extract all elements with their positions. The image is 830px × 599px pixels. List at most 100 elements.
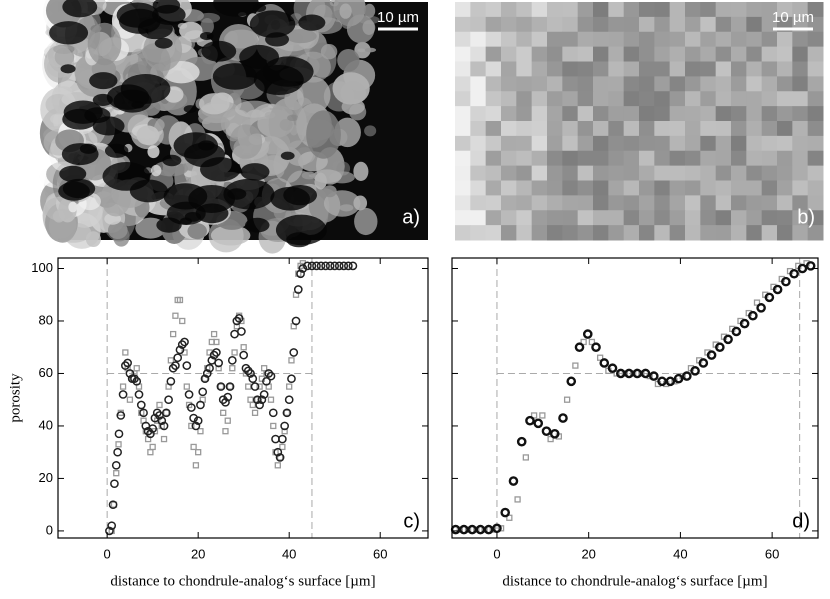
pixel xyxy=(715,76,732,92)
pixel xyxy=(715,210,732,226)
data-point xyxy=(159,421,169,431)
data-point xyxy=(657,376,667,387)
image-panel: 10 µm a) xyxy=(39,0,428,254)
pixel xyxy=(777,2,793,18)
data-point xyxy=(789,268,799,279)
pixel xyxy=(593,76,609,92)
data-point xyxy=(175,345,185,355)
pixel xyxy=(685,31,701,48)
pixel xyxy=(777,150,793,167)
data-point xyxy=(252,395,262,405)
pixel xyxy=(608,106,625,122)
pixel xyxy=(516,135,533,152)
pixel xyxy=(562,180,579,196)
pixel xyxy=(577,225,594,241)
data-point xyxy=(588,338,596,346)
pixel xyxy=(746,31,763,48)
pixel xyxy=(470,2,487,18)
data-point xyxy=(303,261,312,271)
data-point xyxy=(464,526,472,533)
pixel xyxy=(639,31,655,48)
pixel xyxy=(455,76,471,92)
pixel xyxy=(485,16,502,33)
pixel xyxy=(654,225,671,241)
texture xyxy=(223,178,275,210)
texture xyxy=(279,118,293,131)
data-point xyxy=(321,261,330,271)
data-point xyxy=(640,368,651,379)
data-point xyxy=(182,361,192,370)
pixel xyxy=(623,195,640,211)
pixel xyxy=(777,121,793,137)
pixel xyxy=(608,135,625,152)
data-point xyxy=(772,284,783,295)
data-point xyxy=(293,285,303,294)
data-point xyxy=(180,337,189,347)
texture xyxy=(62,178,96,199)
data-point xyxy=(111,460,121,470)
pixel xyxy=(761,150,778,167)
data-point xyxy=(250,382,260,391)
texture xyxy=(349,103,367,121)
data-point xyxy=(456,526,463,533)
pixel xyxy=(455,135,471,152)
pixel xyxy=(608,225,625,241)
pixel xyxy=(669,135,686,152)
pixel xyxy=(485,61,502,77)
data-point xyxy=(541,426,552,436)
pixel xyxy=(685,121,701,137)
data-point xyxy=(149,443,156,451)
pixel xyxy=(547,46,563,62)
x-tick-label: 40 xyxy=(282,546,296,561)
pixel xyxy=(577,31,594,48)
pixel xyxy=(608,76,625,92)
data-point xyxy=(176,296,184,304)
data-point xyxy=(185,401,193,409)
pixel xyxy=(547,121,563,137)
texture xyxy=(354,207,378,236)
data-point xyxy=(190,443,197,451)
data-point xyxy=(160,435,168,443)
pixel xyxy=(562,135,579,152)
data-point xyxy=(126,396,134,403)
pixel xyxy=(562,76,579,92)
texture xyxy=(60,64,76,74)
pixel xyxy=(623,46,640,62)
pixel xyxy=(685,16,701,33)
data-point xyxy=(152,408,162,418)
data-point xyxy=(549,429,560,439)
pixel xyxy=(531,135,548,152)
texture xyxy=(201,115,230,132)
pixel xyxy=(777,76,793,92)
pixel xyxy=(807,76,824,92)
pixel xyxy=(531,180,548,196)
pixel xyxy=(516,2,533,18)
data-point xyxy=(223,392,233,402)
pixel xyxy=(516,31,533,48)
pixel xyxy=(654,91,671,107)
data-point xyxy=(246,369,255,378)
data-point xyxy=(450,524,461,535)
texture xyxy=(173,132,219,159)
data-point xyxy=(172,312,179,319)
pixel xyxy=(715,31,732,48)
texture xyxy=(200,157,241,182)
data-point xyxy=(607,363,618,374)
pixel xyxy=(455,31,471,48)
data-point xyxy=(516,436,527,447)
pixel xyxy=(516,106,533,122)
texture xyxy=(129,179,168,203)
pixel xyxy=(547,225,563,241)
pixel xyxy=(501,225,517,241)
data-point xyxy=(481,526,488,533)
data-point xyxy=(459,524,469,535)
pixel xyxy=(547,195,563,211)
x-tick-label: 20 xyxy=(581,546,595,561)
data-point xyxy=(123,358,132,368)
pixel xyxy=(501,210,517,226)
pixel xyxy=(501,16,517,33)
pixel xyxy=(485,165,502,181)
texture xyxy=(187,223,207,240)
texture xyxy=(210,225,251,246)
pixel xyxy=(654,106,671,122)
